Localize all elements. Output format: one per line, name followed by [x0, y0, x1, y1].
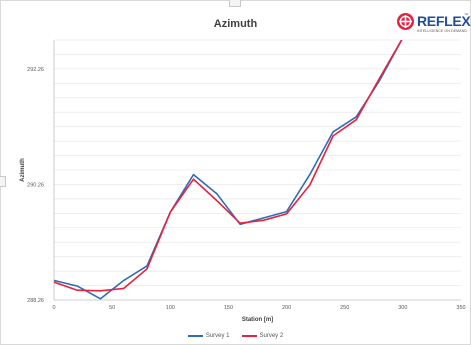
- x-tick-label: 200: [282, 305, 291, 311]
- reflex-logo-tm: ™: [464, 12, 468, 17]
- x-tick-label: 100: [166, 305, 175, 311]
- y-tick-label: 290.26: [27, 182, 44, 188]
- x-tick-label: 250: [340, 305, 349, 311]
- legend-item-survey-2: Survey 2: [241, 333, 284, 339]
- x-tick-label: 150: [224, 305, 233, 311]
- reflex-logo-tagline: INTELLIGENCE ON DEMAND: [417, 29, 467, 33]
- x-axis-label: Station [m]: [242, 317, 273, 323]
- chart-title: Azimuth: [213, 18, 258, 30]
- resize-handle-left[interactable]: [0, 176, 6, 187]
- legend-label-survey-2: Survey 2: [259, 333, 284, 339]
- legend-item-survey-1: Survey 1: [187, 333, 230, 339]
- reflex-logo: REFLEX ™ INTELLIGENCE ON DEMAND: [396, 12, 471, 38]
- x-tick-label: 350: [456, 305, 465, 311]
- y-tick-label: 288.26: [27, 298, 44, 304]
- x-tick-label: 0: [52, 305, 55, 311]
- reflex-logo-text: REFLEX: [417, 13, 471, 29]
- legend-swatch-survey-1: [187, 335, 203, 337]
- legend-swatch-survey-2: [241, 335, 257, 337]
- resize-handle-top[interactable]: [229, 0, 241, 7]
- legend: Survey 1 Survey 2: [0, 333, 471, 339]
- x-tick-label: 50: [109, 305, 115, 311]
- series-line-survey-1: [54, 40, 403, 300]
- y-axis-label: Azimuth: [20, 158, 26, 182]
- reflex-logo-icon: [397, 13, 414, 30]
- legend-label-survey-1: Survey 1: [205, 333, 230, 339]
- x-tick-label: 300: [398, 305, 407, 311]
- y-tick-label: 292.26: [27, 67, 44, 73]
- series-line-survey-2: [54, 40, 403, 292]
